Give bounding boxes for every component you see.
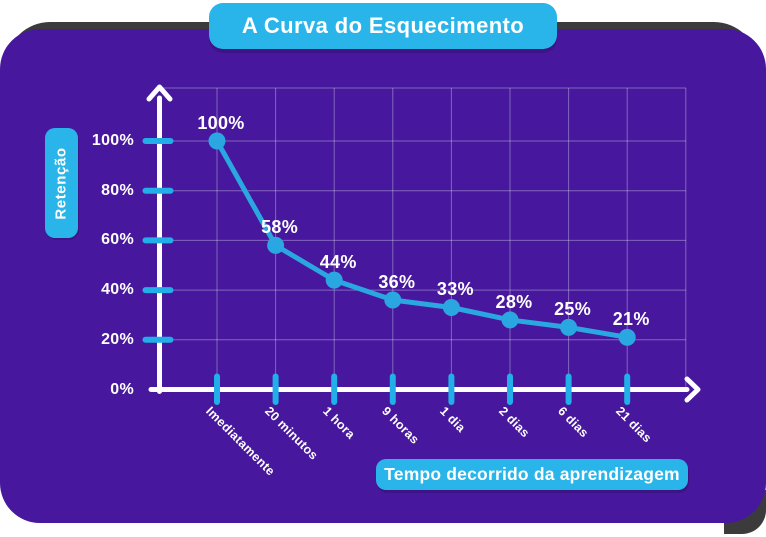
- data-point: [384, 291, 402, 309]
- data-point: [208, 132, 226, 150]
- retention-line: [214, 138, 630, 340]
- x-tick-label: 21 dias: [613, 403, 655, 445]
- data-point: [501, 311, 519, 329]
- x-axis-title-badge: Tempo decorrido da aprendizagem: [376, 459, 688, 490]
- data-point: [618, 328, 636, 346]
- x-tick-label: 1 dia: [437, 403, 469, 435]
- x-axis-title: Tempo decorrido da aprendizagem: [384, 464, 680, 484]
- data-point-label: 21%: [612, 309, 650, 330]
- chart-card: [0, 29, 766, 523]
- y-tick-label: 80%: [101, 181, 134, 199]
- data-point-label: 28%: [495, 291, 533, 312]
- chart-title: A Curva do Esquecimento: [241, 13, 525, 38]
- x-tick-label: 9 horas: [378, 403, 422, 447]
- data-point-label: 58%: [261, 217, 299, 238]
- y-axis-title: Retenção: [53, 146, 71, 220]
- y-tick-label: 60%: [101, 231, 134, 249]
- data-point-label: 36%: [378, 272, 416, 293]
- x-tick-label: 6 dias: [554, 403, 591, 440]
- y-tick-label: 100%: [91, 132, 134, 149]
- x-tick-label: 2 dias: [496, 403, 533, 440]
- y-tick-label: 0%: [110, 380, 134, 398]
- chart-title-badge: A Curva do Esquecimento: [209, 3, 557, 49]
- y-tick-label: 20%: [101, 330, 134, 348]
- data-point: [325, 271, 343, 289]
- x-axis-arrow-icon: [684, 376, 701, 403]
- data-point-label: 33%: [436, 279, 474, 300]
- x-tick-label: 1 hora: [320, 403, 358, 442]
- data-point: [560, 318, 578, 336]
- data-point-label: 25%: [554, 299, 592, 320]
- y-tick-label: 40%: [101, 281, 134, 299]
- y-axis-arrow-icon: [146, 84, 173, 102]
- data-point-label: 100%: [197, 113, 245, 133]
- data-point: [267, 236, 285, 254]
- y-axis-title-badge: Retenção: [45, 128, 78, 238]
- line-chart: [142, 84, 701, 405]
- data-point-label: 44%: [319, 252, 357, 273]
- data-point: [442, 298, 460, 316]
